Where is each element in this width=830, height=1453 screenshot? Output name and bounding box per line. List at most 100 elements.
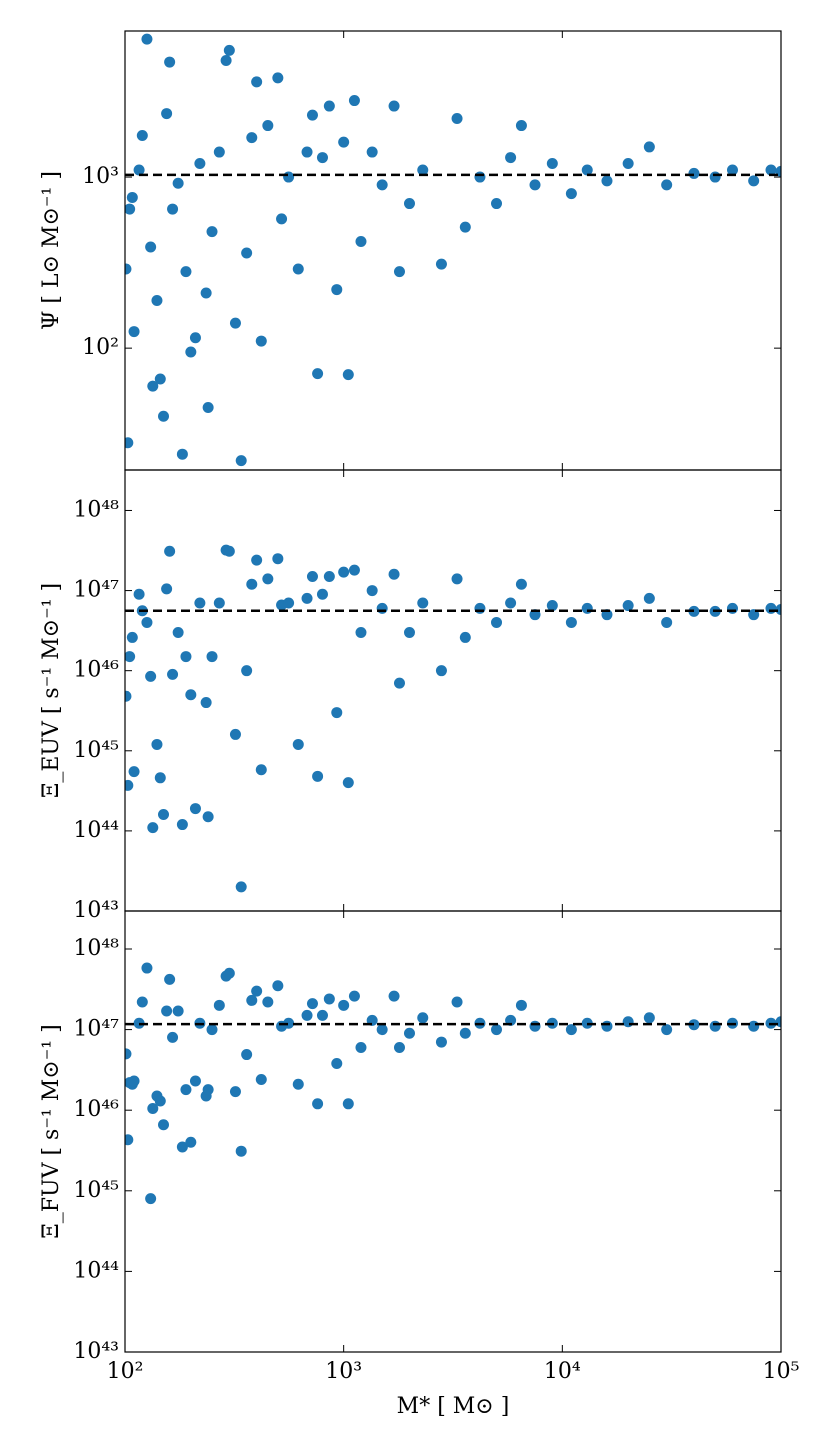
scatter-point [172, 177, 184, 189]
scatter-point [241, 1049, 253, 1061]
scatter-point [726, 602, 738, 614]
scatter-point [765, 602, 777, 614]
scatter-point [206, 1024, 218, 1036]
scatter-point [622, 1016, 634, 1028]
scatter-point [393, 677, 405, 689]
scatter-point [376, 602, 388, 614]
scatter-point [189, 803, 201, 815]
y-tick-label: 10² [82, 335, 119, 360]
scatter-point [164, 973, 176, 985]
scatter-point [301, 592, 313, 604]
scatter-point [775, 604, 781, 616]
scatter-point [255, 1074, 267, 1086]
scatter-point [306, 109, 318, 121]
scatter-point [246, 578, 258, 590]
y-tick-label: 10⁴⁵ [73, 1178, 119, 1203]
scatter-point [128, 1075, 140, 1087]
scatter-point [565, 1024, 577, 1036]
scatter-point [331, 1057, 343, 1069]
scatter-point [151, 738, 163, 750]
scatter-point [241, 665, 253, 677]
scatter-point [194, 597, 206, 609]
scatter-point [403, 1027, 415, 1039]
scatter-point [292, 1078, 304, 1090]
scatter-point [213, 146, 225, 158]
scatter-point [316, 588, 328, 600]
scatter-point [235, 1145, 247, 1157]
scatter-point [141, 616, 153, 628]
scatter-point [262, 996, 274, 1008]
scatter-point [505, 152, 517, 164]
y-tick-label: 10⁴⁶ [73, 1097, 119, 1122]
panel-frame [124, 30, 782, 471]
scatter-point [189, 1075, 201, 1087]
y-tick-label: 10⁴⁴ [73, 818, 119, 843]
y-axis-label: Ξ_EUV [ s⁻¹ M⊙⁻¹ ] [39, 583, 64, 798]
scatter-point [200, 697, 212, 709]
scatter-point [765, 164, 777, 176]
scatter-point [565, 616, 577, 628]
scatter-point [272, 553, 284, 565]
scatter-point [316, 152, 328, 164]
scatter-point [161, 108, 173, 120]
scatter-point [206, 226, 218, 238]
scatter-point [262, 120, 274, 132]
scatter-point [185, 689, 197, 701]
scatter-point [272, 72, 284, 84]
scatter-point [128, 766, 140, 778]
scatter-point [202, 401, 214, 413]
y-tick-label: 10⁴⁵ [73, 738, 119, 763]
scatter-point [125, 1134, 134, 1146]
scatter-point [546, 600, 558, 612]
scatter-point [376, 1024, 388, 1036]
scatter-point [403, 626, 415, 638]
y-axis-label: Ξ_FUV [ s⁻¹ M⊙⁻¹ ] [39, 1024, 64, 1238]
scatter-point [661, 616, 673, 628]
scatter-point [355, 236, 367, 248]
scatter-point [223, 967, 235, 979]
scatter-point [301, 1009, 313, 1021]
scatter-point [202, 1084, 214, 1096]
scatter-point [141, 962, 153, 974]
scatter-point [459, 221, 471, 233]
scatter-point [223, 44, 235, 56]
scatter-point [241, 247, 253, 259]
scatter-point [565, 188, 577, 200]
y-tick-label: 10⁴⁴ [73, 1258, 119, 1283]
scatter-point [581, 602, 593, 614]
scatter-point [491, 616, 503, 628]
x-tick-label: 10⁴ [544, 1359, 581, 1384]
scatter-point [451, 996, 463, 1008]
scatter-point [393, 1041, 405, 1053]
scatter-point [515, 578, 527, 590]
scatter-point [128, 326, 140, 338]
scatter-point [643, 1012, 655, 1024]
scatter-point [622, 158, 634, 170]
scatter-point [283, 171, 295, 183]
scatter-point [435, 665, 447, 677]
scatter-point [145, 1193, 157, 1205]
scatter-point [246, 994, 258, 1006]
scatter-point [154, 373, 166, 385]
scatter-point [154, 772, 166, 784]
scatter-point [417, 1012, 429, 1024]
y-tick-label: 10⁴⁷ [73, 578, 119, 603]
scatter-point [292, 738, 304, 750]
scatter-point [133, 164, 145, 176]
scatter-point [342, 1098, 354, 1110]
scatter-point [185, 346, 197, 358]
scatter-point [229, 1086, 241, 1098]
scatter-point [393, 266, 405, 278]
scatter-point [133, 588, 145, 600]
scatter-point [246, 132, 258, 144]
scatter-point [147, 822, 159, 834]
scatter-point [145, 670, 157, 682]
scatter-point [292, 263, 304, 275]
scatter-point [688, 167, 700, 179]
scatter-point [125, 779, 134, 791]
scatter-point [451, 112, 463, 124]
scatter-point [180, 1084, 192, 1096]
scatter-point [348, 564, 360, 576]
scatter-point [529, 179, 541, 191]
scatter-point [388, 990, 400, 1002]
